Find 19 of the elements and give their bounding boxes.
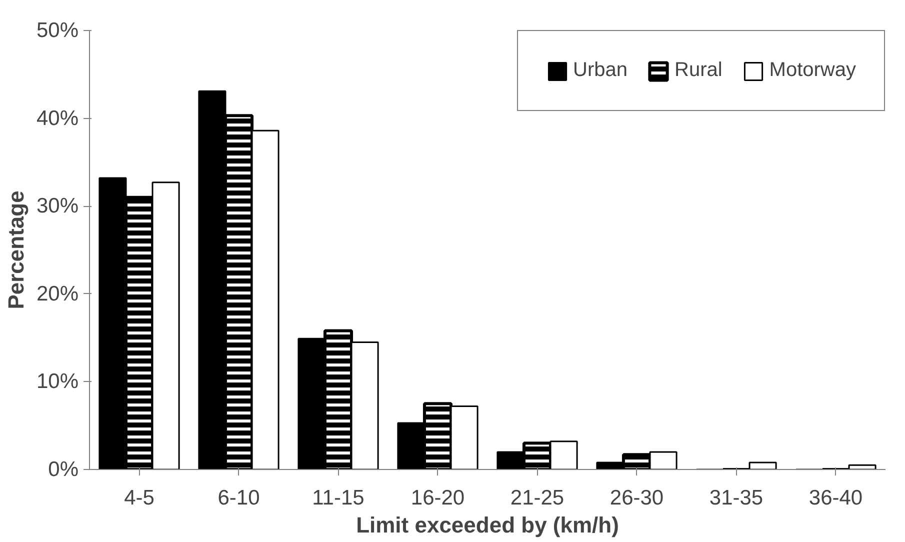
x-tick-label: 26-30: [610, 486, 664, 510]
x-tick-label: 6-10: [218, 486, 260, 510]
y-axis-title: Percentage: [3, 190, 28, 310]
x-tick-label: 21-25: [510, 486, 564, 510]
legend-label: Urban: [573, 59, 628, 82]
x-tick-label: 11-15: [312, 486, 364, 510]
y-tick-label: 50%: [36, 19, 78, 42]
y-tick-label: 20%: [36, 282, 78, 306]
x-axis-title: Limit exceeded by (km/h): [356, 512, 619, 538]
x-tick-label: 36-40: [808, 486, 863, 510]
y-tick-label: 10%: [36, 370, 78, 394]
y-tick-label: 30%: [36, 194, 78, 218]
legend-label: Motorway: [769, 59, 856, 82]
x-tick-label: 16-20: [410, 486, 465, 510]
y-tick-label: 0%: [48, 458, 79, 481]
x-tick-label: 31-35: [709, 486, 764, 510]
x-tick-label: 4-5: [124, 486, 154, 510]
y-tick-label: 40%: [36, 106, 78, 130]
legend-label: Rural: [674, 59, 722, 82]
